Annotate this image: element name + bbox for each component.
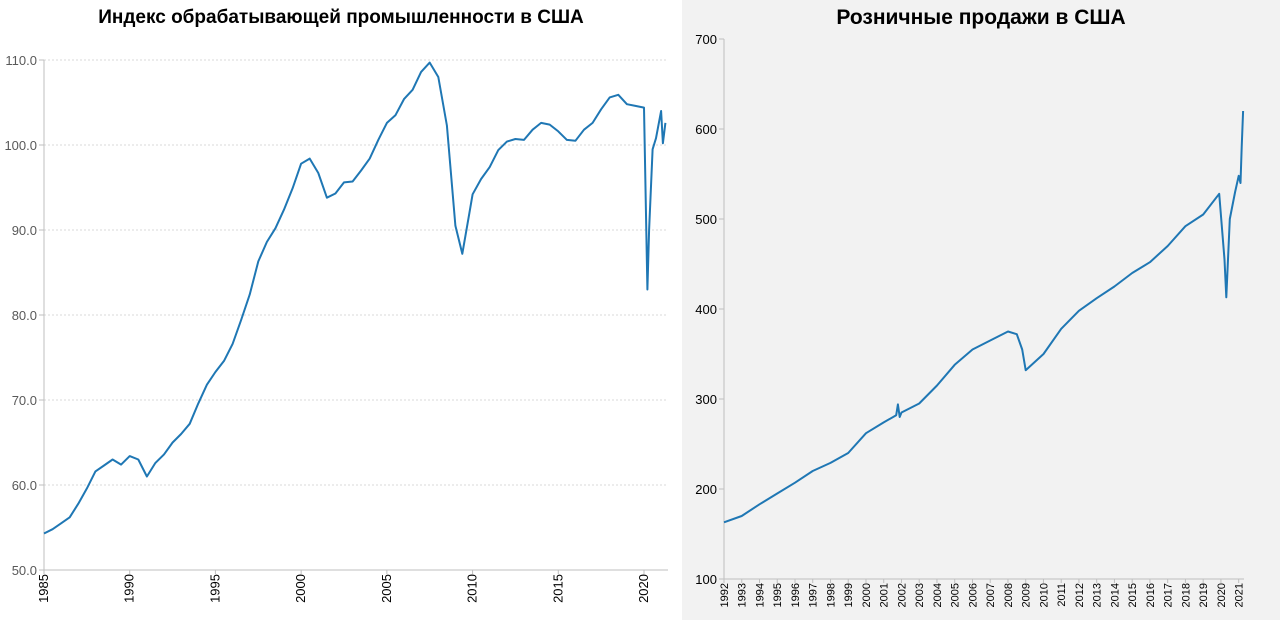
retail-x-tick-label: 2001 xyxy=(879,583,891,607)
retail-x-tick-label: 1996 xyxy=(790,583,802,607)
retail-x-tick-label: 2010 xyxy=(1038,583,1050,607)
retail-x-tick-label: 1995 xyxy=(772,583,784,607)
manufacturing-x-tick-label: 1990 xyxy=(122,574,137,603)
manufacturing-y-tick-label: 100.0 xyxy=(4,138,37,153)
retail-x-tick-label: 2008 xyxy=(1003,583,1015,607)
retail-y-tick-label: 500 xyxy=(695,212,717,227)
retail-x-tick-label: 2021 xyxy=(1234,583,1246,607)
retail-x-tick-label: 2004 xyxy=(932,583,944,607)
manufacturing-x-tick-label: 2020 xyxy=(636,574,651,603)
retail-x-tick-label: 2000 xyxy=(861,583,873,607)
retail-x-tick-label: 1993 xyxy=(737,583,749,607)
retail-x-tick-label: 2007 xyxy=(985,583,997,607)
manufacturing-y-tick-label: 60.0 xyxy=(12,478,37,493)
retail-x-tick-label: 2016 xyxy=(1145,583,1157,607)
retail-x-tick-label: 2002 xyxy=(896,583,908,607)
retail-y-tick-label: 600 xyxy=(695,122,717,137)
retail-x-tick-label: 1997 xyxy=(808,583,820,607)
manufacturing-x-tick-label: 1985 xyxy=(36,574,51,603)
retail-x-tick-label: 1992 xyxy=(719,583,731,607)
retail-x-tick-label: 2006 xyxy=(967,583,979,607)
retail-y-tick-label: 100 xyxy=(695,572,717,587)
retail-x-tick-label: 2005 xyxy=(950,583,962,607)
retail-x-tick-label: 2019 xyxy=(1198,583,1210,607)
manufacturing-y-tick-label: 80.0 xyxy=(12,308,37,323)
retail-x-tick-label: 2013 xyxy=(1092,583,1104,607)
retail-x-tick-label: 2018 xyxy=(1180,583,1192,607)
retail-x-tick-label: 2009 xyxy=(1021,583,1033,607)
retail-x-tick-label: 1999 xyxy=(843,583,855,607)
manufacturing-chart-svg: 50.0 60.0 70.0 80.0 90.0 100.0 110.0 1985 1990 19… xyxy=(4,53,668,603)
manufacturing-x-tick-label: 1995 xyxy=(207,574,222,603)
retail-x-tick-label: 2014 xyxy=(1109,583,1121,607)
retail-x-tick-label: 2015 xyxy=(1127,583,1139,607)
manufacturing-x-tick-label: 2015 xyxy=(550,574,565,603)
manufacturing-x-tick-label: 2005 xyxy=(379,574,394,603)
retail-y-tick-label: 700 xyxy=(695,32,717,47)
manufacturing-chart-panel: Индекс обрабатывающей промышленности в С… xyxy=(4,7,668,603)
retail-x-tick-label: 1998 xyxy=(825,583,837,607)
retail-chart-svg: 100 200 300 400 500 600 700 1992 1993 1994 1995 199… xyxy=(695,32,1246,607)
retail-chart-title: Розничные продажи в США xyxy=(836,6,1126,29)
retail-y-tick-label: 400 xyxy=(695,302,717,317)
manufacturing-chart-title: Индекс обрабатывающей промышленности в С… xyxy=(98,7,584,28)
retail-x-tick-label: 2020 xyxy=(1216,583,1228,607)
manufacturing-y-tick-label: 110.0 xyxy=(5,53,37,68)
retail-x-tick-label: 1994 xyxy=(754,583,766,607)
manufacturing-series-line xyxy=(43,61,667,535)
manufacturing-x-tick-label: 2010 xyxy=(465,574,480,603)
retail-x-tick-label: 2003 xyxy=(914,583,926,607)
manufacturing-y-tick-label: 70.0 xyxy=(12,393,37,408)
manufacturing-y-tick-label: 90.0 xyxy=(12,223,37,238)
retail-x-tick-label: 2011 xyxy=(1056,583,1068,607)
retail-y-tick-label: 300 xyxy=(695,392,717,407)
retail-x-tick-label: 2012 xyxy=(1074,583,1086,607)
retail-series-line xyxy=(723,110,1245,524)
retail-x-tick-label: 2017 xyxy=(1163,583,1175,607)
retail-y-tick-label: 200 xyxy=(695,482,717,497)
manufacturing-x-tick-label: 2000 xyxy=(293,574,308,603)
manufacturing-y-tick-label: 50.0 xyxy=(12,563,37,578)
retail-chart-panel: Розничные продажи в США 100 200 300 400 500 6… xyxy=(682,0,1280,620)
